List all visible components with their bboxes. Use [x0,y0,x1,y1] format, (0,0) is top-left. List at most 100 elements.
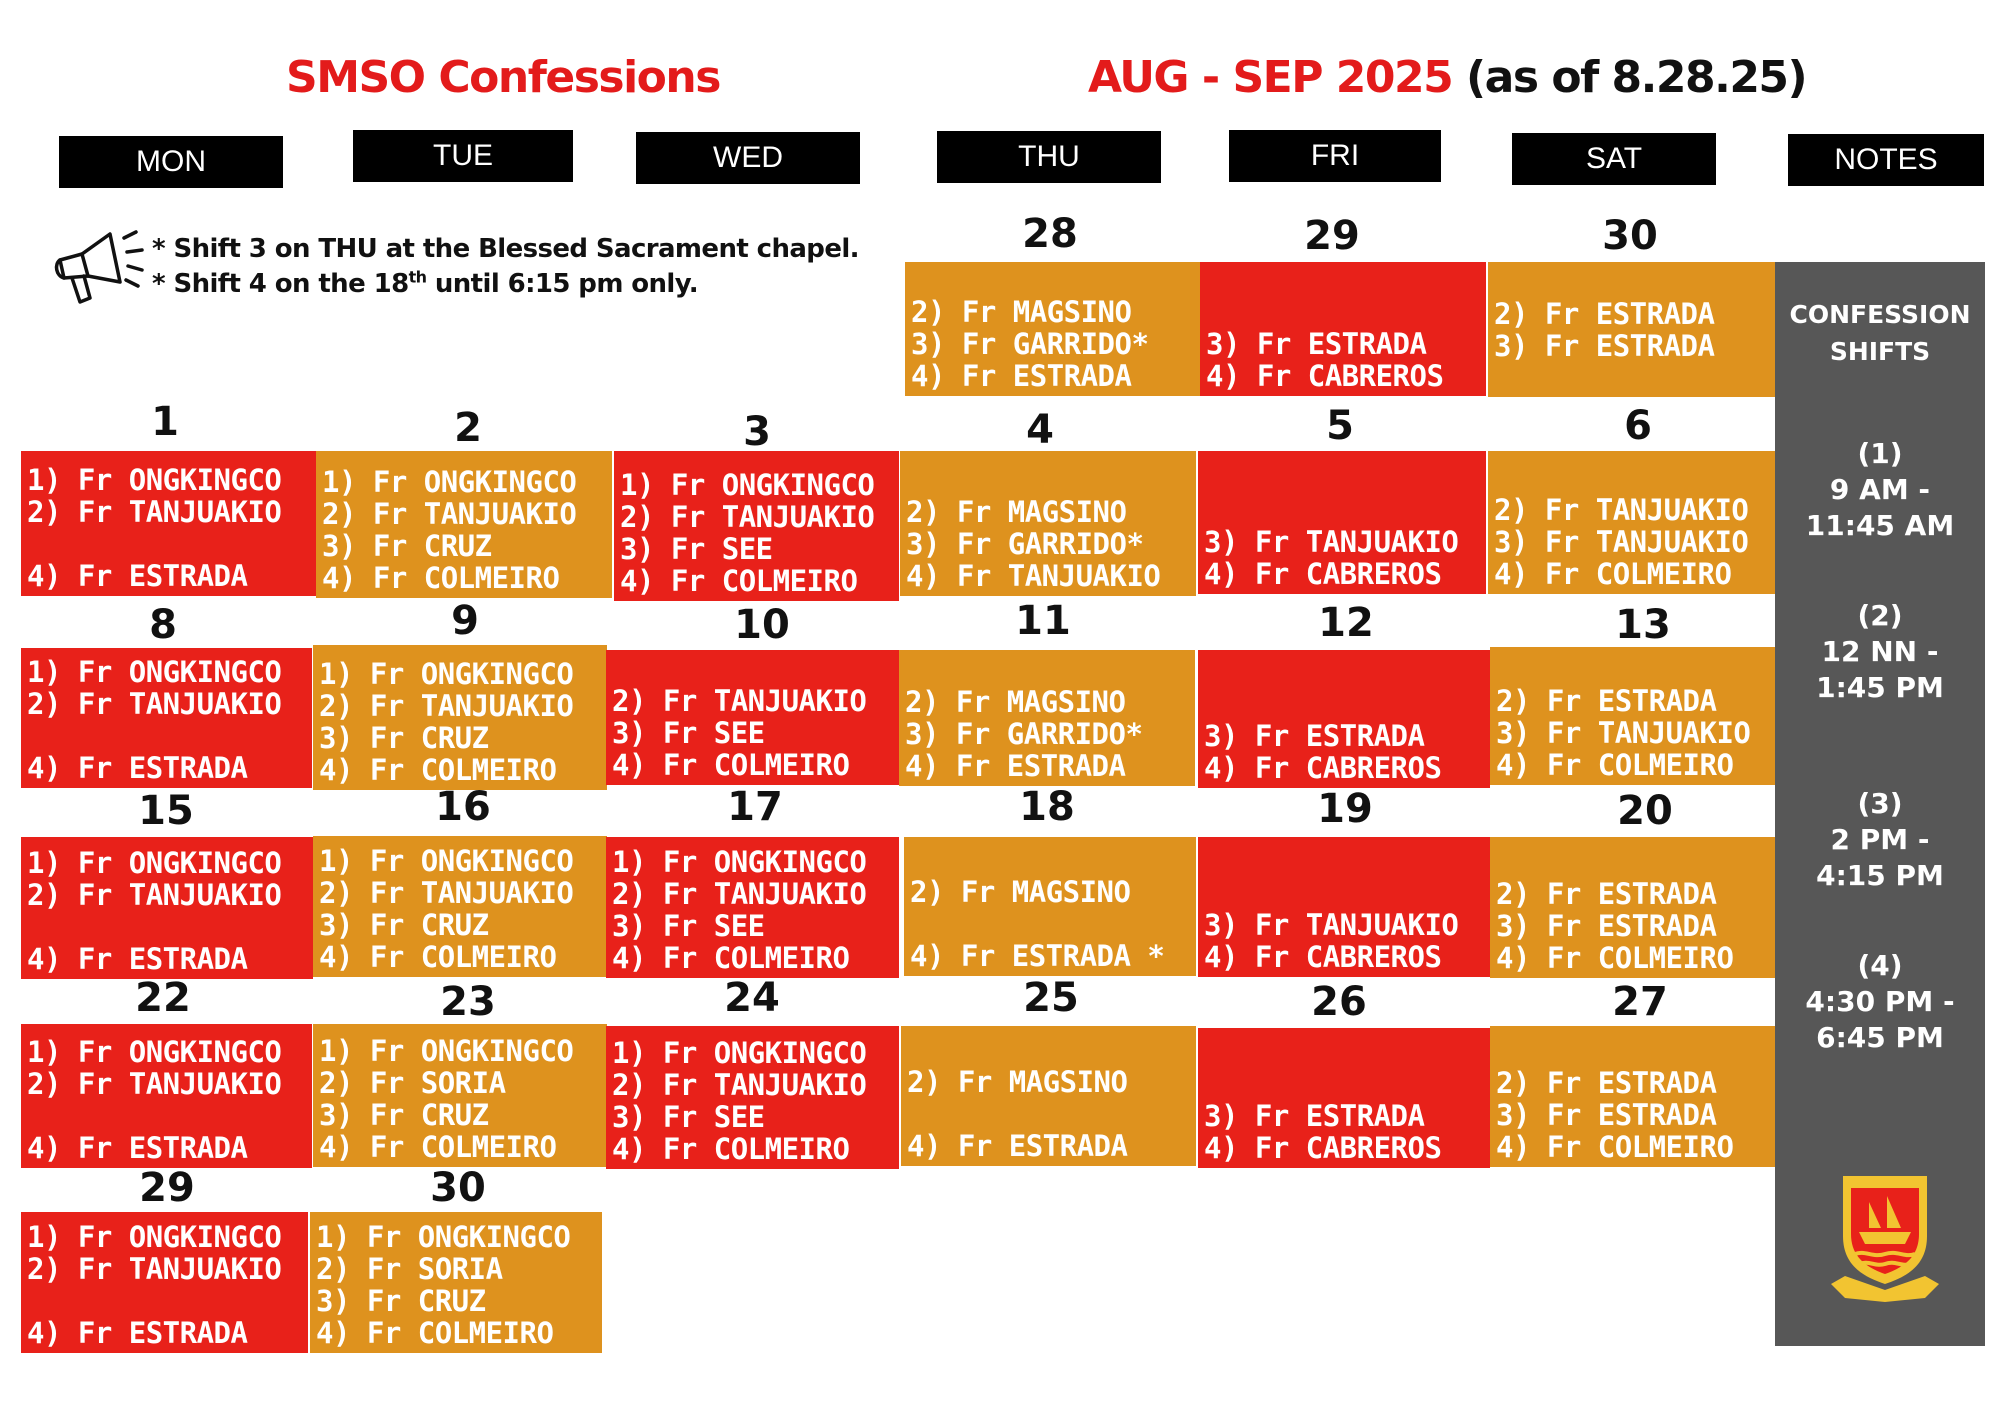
notes-heading: CONFESSION SHIFTS [1789,300,1971,366]
confessor-line: 4) Fr ESTRADA [27,942,248,976]
confessor-line [612,654,893,685]
confessor-line: 3) Fr TANJUAKIO [1494,525,1749,559]
confessor-line [910,844,1190,876]
confessor-line: 4) Fr COLMEIRO [620,564,858,598]
confessor-line [1204,877,1484,909]
day-number: 25 [1023,975,1079,1021]
calendar-day-cell: 2) Fr MAGSINO 4) Fr ESTRADA [901,1026,1196,1166]
confessor-line: 4) Fr COLMEIRO [612,941,850,975]
confessor-line: 2) Fr MAGSINO [911,295,1132,329]
confessor-line: 3) Fr ESTRADA [1204,719,1425,753]
confessor-line: 4) Fr ESTRADA [907,1129,1128,1163]
confessor-line: 3) Fr TANJUAKIO [1496,716,1751,750]
day-number: 30 [430,1165,486,1211]
confessor-line: 3) Fr ESTRADA [1206,327,1427,361]
calendar-day-cell: 3) Fr TANJUAKIO 4) Fr CABREROS [1198,837,1490,977]
confessor-line: 4) Fr CABREROS [1204,751,1442,785]
day-number: 9 [451,598,479,644]
confessor-line: 4) Fr ESTRADA [27,751,248,785]
day-number: 24 [724,975,780,1021]
calendar-day-cell: 1) Fr ONGKINGCO 2) Fr TANJUAKIO 3) Fr CRUZ… [313,836,607,977]
day-header-tue: TUE [353,130,573,182]
calendar-day-cell: 2) Fr ESTRADA 3) Fr ESTRADA 4) Fr COLMEIRO [1490,837,1776,978]
day-number: 15 [138,788,194,834]
day-number: 22 [135,975,191,1021]
confessor-line: 2) Fr TANJUAKIO [322,497,577,531]
day-number: 3 [743,409,771,455]
notes-panel: CONFESSION SHIFTS (1) 9 AM -11:45 AM (2) 1… [1775,262,1985,1346]
confessor-line: 2) Fr MAGSINO [910,875,1131,909]
calendar-day-cell: 1) Fr ONGKINGCO 2) Fr TANJUAKIO 4) Fr ESTR… [21,648,312,788]
confessor-line: 3) Fr SEE [620,532,773,566]
day-header-wed: WED [636,132,860,184]
confessor-line [27,720,306,752]
confessor-line [1494,266,1770,298]
day-number: 6 [1624,403,1652,449]
confessor-line: 2) Fr ESTRADA [1496,684,1717,718]
day-number: 26 [1311,979,1367,1025]
calendar-day-cell: 1) Fr ONGKINGCO 2) Fr TANJUAKIO 3) Fr CRUZ… [313,645,607,790]
confessor-line [1204,845,1484,877]
confessor-line: 1) Fr ONGKINGCO [27,655,282,689]
confessor-line [27,1285,302,1317]
calendar-day-cell: 2) Fr ESTRADA 3) Fr ESTRADA [1488,262,1776,397]
confessor-line: 4) Fr ESTRADA [911,359,1132,393]
confessor-line: 4) Fr ESTRADA [27,1131,248,1165]
confessor-line: 1) Fr ONGKINGCO [27,1035,282,1069]
confessor-line: 2) Fr TANJUAKIO [319,689,574,723]
confessor-line: 3) Fr CRUZ [319,721,489,755]
confessor-line: 4) Fr COLMEIRO [1496,1130,1734,1164]
day-number: 23 [440,979,496,1025]
confessor-line: 4) Fr ESTRADA [27,559,248,593]
confessor-line: 2) Fr TANJUAKIO [1494,493,1749,527]
calendar-day-cell: 3) Fr TANJUAKIO 4) Fr CABREROS [1198,451,1486,594]
calendar-day-cell: 2) Fr ESTRADA 3) Fr ESTRADA 4) Fr COLMEIRO [1490,1026,1776,1167]
announcement-notes: * Shift 3 on THU at the Blessed Sacramen… [152,232,860,302]
confessor-line: 4) Fr COLMEIRO [319,1130,557,1164]
calendar-day-cell: 2) Fr MAGSINO 3) Fr GARRIDO* 4) Fr TANJUAK… [900,451,1196,596]
day-header-fri: FRI [1229,130,1441,182]
confessor-line [1204,462,1480,494]
confessor-line: 1) Fr ONGKINGCO [319,844,574,878]
day-number: 17 [727,784,783,830]
calendar-day-cell: 2) Fr MAGSINO 3) Fr GARRIDO* 4) Fr ESTRADA [905,262,1201,396]
date-range: AUG - SEP 2025 [1088,52,1454,103]
confessor-line: 1) Fr ONGKINGCO [319,1034,574,1068]
confessor-line [905,654,1189,686]
confessor-line: 2) Fr TANJUAKIO [27,687,282,721]
day-number: 13 [1615,602,1671,648]
confessor-line: 3) Fr CRUZ [319,1098,489,1132]
day-number: 11 [1015,598,1071,644]
confessor-line: 3) Fr CRUZ [319,908,489,942]
confessor-line: 1) Fr ONGKINGCO [612,845,867,879]
confessor-line [910,908,1190,940]
confessor-line: 4) Fr COLMEIRO [322,561,560,595]
confessor-line: 4) Fr COLMEIRO [1496,941,1734,975]
confessor-line [1496,1035,1770,1067]
calendar-day-cell: 3) Fr ESTRADA 4) Fr CABREROS [1198,650,1490,788]
day-number: 29 [1304,213,1360,259]
page-title: SMSO Confessions [286,52,721,103]
day-number: 1 [151,399,179,445]
day-number: 8 [149,602,177,648]
confessor-line: 2) Fr TANJUAKIO [27,495,282,529]
confessor-line [1206,297,1480,328]
shift-3: (3) 2 PM -4:15 PM [1816,787,1944,892]
confessor-line: 2) Fr ESTRADA [1494,296,1715,331]
day-number: 28 [1022,211,1078,257]
confessor-line [1204,494,1480,526]
confessor-line [1206,266,1480,297]
confessor-line: 1) Fr ONGKINGCO [620,468,875,502]
day-header-mon: MON [59,136,283,188]
confessor-line [1494,362,1770,394]
announcement-line: * Shift 3 on THU at the Blessed Sacramen… [152,234,860,264]
confessor-line: 2) Fr TANJUAKIO [612,684,867,718]
confessor-line: 2) Fr MAGSINO [906,495,1127,529]
confessor-line [27,528,310,560]
confessor-line: 1) Fr ONGKINGCO [27,846,282,880]
confessor-line: 4) Fr COLMEIRO [1494,557,1732,591]
confessor-line: 3) Fr GARRIDO* [911,327,1149,361]
confessor-line: 4) Fr COLMEIRO [1496,748,1734,782]
confessor-line: 4) Fr CABREROS [1204,940,1442,974]
confessor-line: 3) Fr TANJUAKIO [1204,908,1459,942]
